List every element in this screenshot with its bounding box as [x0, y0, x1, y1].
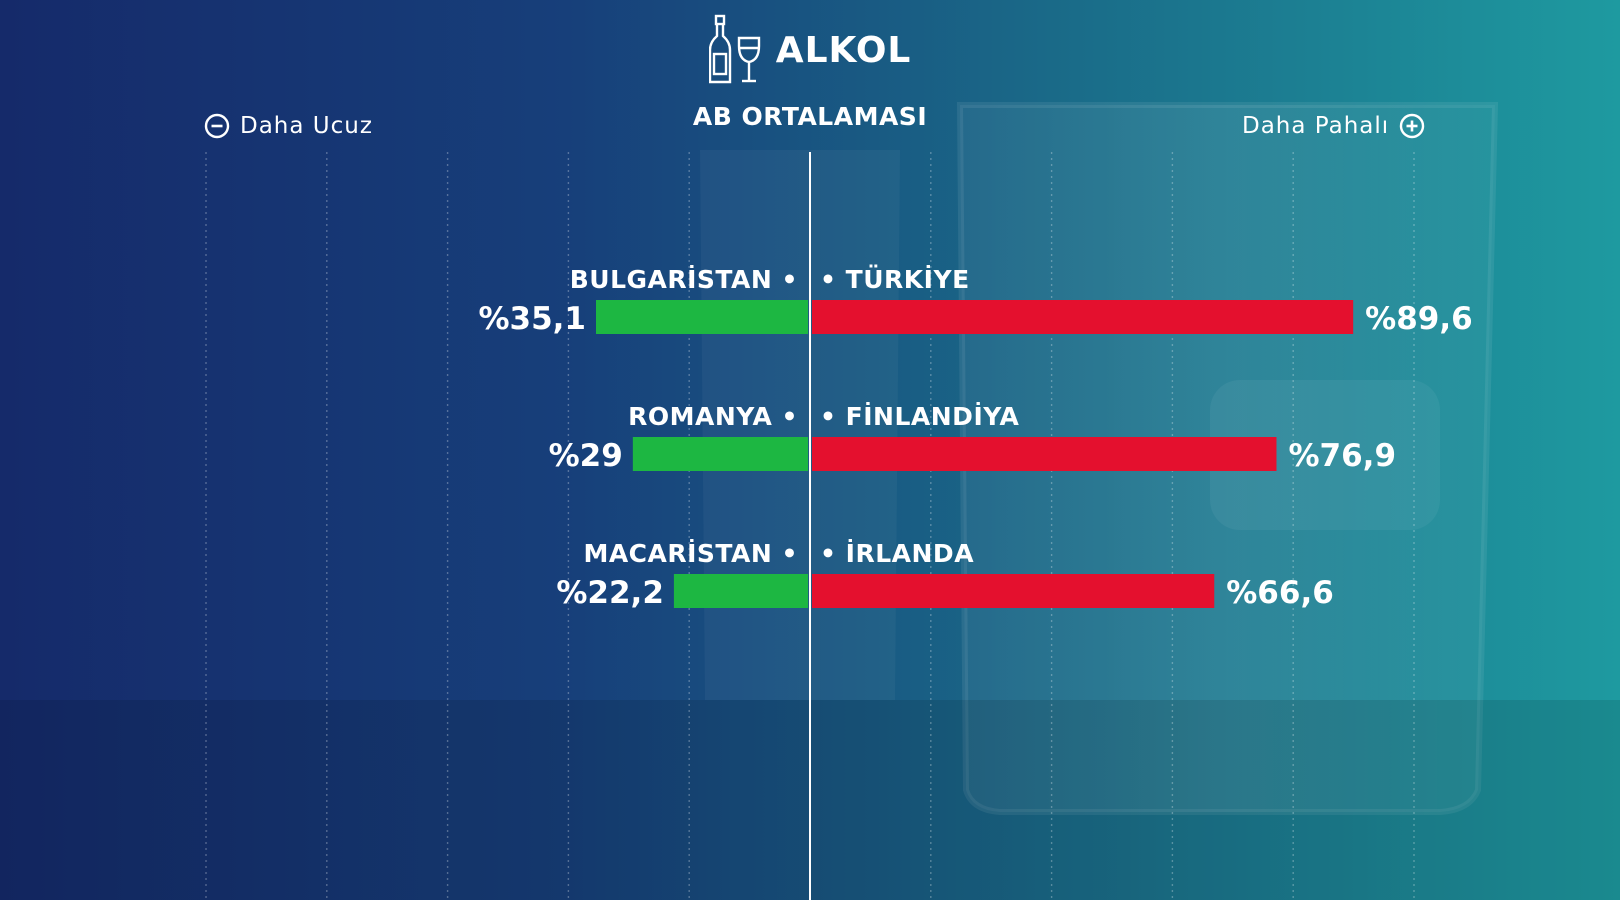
country-label: ROMANYA • [628, 402, 798, 431]
cheaper-label: Daha Ucuz [204, 113, 373, 139]
minus-circle-icon [204, 113, 230, 139]
bar-cheaper [595, 300, 808, 334]
bar-cheaper [632, 437, 808, 471]
bar-expensive [812, 437, 1277, 471]
plus-circle-icon [1399, 113, 1425, 139]
chart-subtitle: AB ORTALAMASI [692, 102, 928, 131]
bottle-glass-icon [708, 14, 760, 84]
value-label: %22,2 [556, 575, 664, 611]
bar-expensive [812, 300, 1354, 334]
value-label: %89,6 [1365, 301, 1473, 337]
expensive-label-text: Daha Pahalı [1242, 113, 1390, 139]
country-label: • TÜRKİYE [820, 264, 970, 294]
value-label: %29 [549, 438, 623, 474]
cheaper-label-text: Daha Ucuz [240, 113, 373, 139]
value-label: %76,9 [1288, 438, 1396, 474]
country-label: MACARİSTAN • [583, 538, 798, 568]
country-label: • FİNLANDİYA [820, 401, 1019, 431]
bar-expensive [812, 574, 1215, 608]
country-label: BULGARİSTAN • [570, 264, 798, 294]
country-label: • İRLANDA [820, 538, 974, 568]
chart-title: ALKOL [775, 29, 912, 71]
bar-cheaper [673, 574, 808, 608]
value-label: %66,6 [1226, 575, 1334, 611]
value-label: %35,1 [478, 301, 586, 337]
expensive-label: Daha Pahalı [1242, 113, 1425, 139]
